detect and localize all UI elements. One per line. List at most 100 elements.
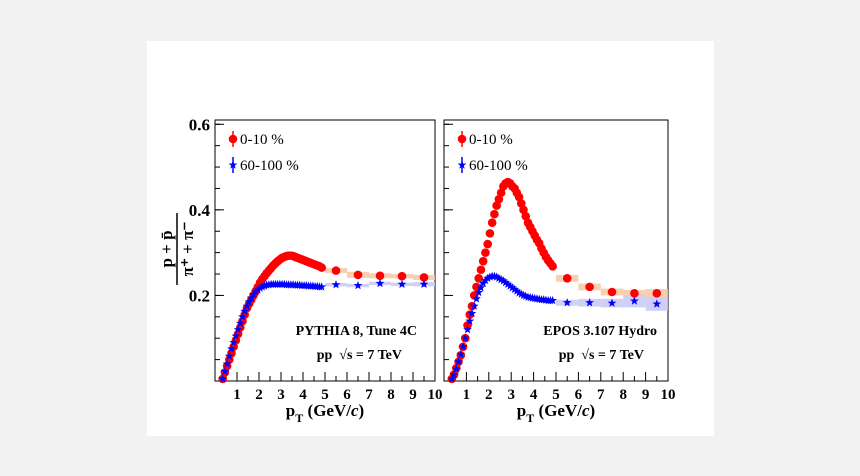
panel-right-point-peripheral — [474, 287, 484, 297]
panel-right-x-axis-label: pT (GeV/c) — [517, 401, 595, 425]
y-axis-label-numerator: p + p̄ — [157, 230, 176, 267]
panel-right-point-central — [485, 229, 495, 238]
panel-left-legend-marker-peripheral — [228, 160, 238, 169]
panel-left-point-central — [317, 263, 326, 272]
panel-left-x-tick-label: 9 — [409, 387, 417, 403]
ratio-plot: p + p̄ π⁺ + π⁻ 0.20.40.6 1 2 3 4 5 6 7 8 9 10 0-1… — [157, 115, 676, 425]
panel-left-annotation-line1: PYTHIA 8, Tune 4C — [296, 324, 417, 339]
panel-left-point-peripheral — [224, 351, 234, 360]
panel-left-x-axis-label: pT (GeV/c) — [286, 401, 364, 425]
panel-right-point-central — [481, 248, 490, 257]
panel-left-point-peripheral — [218, 374, 228, 383]
panel-right: 1 2 3 4 5 6 7 8 9 10 0-10 % 60-100 % EPOS 3.107 Hy… — [443, 119, 676, 425]
panel-left-x-tick-label: 6 — [343, 387, 351, 403]
panel-right-point-peripheral — [516, 289, 526, 298]
panel-right-legend-marker-peripheral — [457, 160, 467, 169]
panel-left-legend-marker-central — [228, 134, 238, 144]
panel-right-x-tick-label: 1 — [463, 387, 471, 403]
panel-right-point-peripheral — [514, 288, 524, 297]
panel-right-point-peripheral — [447, 374, 457, 383]
panel-right-point-central — [487, 218, 497, 227]
panel-right-point-peripheral — [449, 369, 459, 379]
panel-right-point-central — [630, 288, 639, 298]
panel-right-point-peripheral — [467, 308, 477, 318]
panel-left-point-peripheral — [375, 278, 385, 288]
panel-left-x-tick-label: 10 — [428, 387, 443, 403]
panel-left-legend: 0-10 % 60-100 % — [228, 131, 299, 174]
panel-left-point-peripheral — [233, 325, 243, 334]
panel-right-x-tick-label: 8 — [619, 387, 627, 403]
panel-left-point-peripheral — [240, 306, 250, 315]
panel-right-point-peripheral — [512, 286, 522, 295]
panel-right-point-peripheral — [460, 333, 470, 342]
panel-left-y-tick-label: 0.6 — [189, 115, 210, 134]
panel-left-x-ticks: 1 2 3 4 5 6 7 8 9 10 — [225, 372, 443, 403]
panel-left-point-central — [397, 271, 407, 281]
panel-right-point-central — [483, 239, 492, 249]
panel-left-point-peripheral — [317, 282, 327, 291]
panel-right-x-tick-label: 5 — [552, 387, 560, 403]
panel-left-point-central — [375, 271, 385, 281]
panel-right-point-central — [607, 287, 617, 297]
panel-right-point-peripheral — [607, 298, 617, 307]
panel-left-y-tick-label: 0.4 — [189, 201, 211, 220]
panel-right-point-peripheral — [472, 294, 481, 303]
panel-left-y-ticks: 0.2 0.4 0.6 — [189, 115, 224, 361]
panel-left-y-tick-label: 0.2 — [189, 286, 210, 305]
panel-right-point-peripheral — [548, 295, 558, 305]
panel-left-x-tick-label: 3 — [277, 387, 285, 403]
panel-right-point-central — [476, 265, 486, 275]
panel-left-point-peripheral — [242, 301, 252, 310]
panel-right-point-peripheral — [458, 342, 468, 351]
panel-right-point-peripheral — [585, 298, 594, 307]
panel-left-x-tick-label: 2 — [255, 387, 263, 403]
panel-left-point-peripheral — [244, 297, 254, 306]
panel-left-legend-label: 0-10 % — [240, 132, 284, 148]
y-axis-label: p + p̄ π⁺ + π⁻ — [157, 213, 197, 285]
panel-right-point-central — [474, 274, 484, 283]
panel-left-point-peripheral — [251, 287, 261, 296]
panel-right-point-peripheral — [510, 284, 519, 294]
panel-right-x-tick-label: 4 — [530, 387, 538, 403]
panel-right-point-peripheral — [505, 281, 515, 290]
panel-right-point-peripheral — [501, 277, 510, 287]
panel-right-point-central — [585, 282, 594, 292]
panel-right-point-peripheral — [503, 279, 513, 289]
panel-right-point-central — [548, 262, 557, 271]
panel-left-point-peripheral — [231, 331, 241, 340]
panel-left-point-peripheral — [331, 280, 341, 289]
panel-right-point-peripheral — [469, 301, 479, 310]
panel-right-point-peripheral — [562, 298, 572, 307]
panel-right-point-peripheral — [652, 299, 662, 308]
panel-right-point-peripheral — [465, 316, 475, 325]
panel-left-x-tick-label: 1 — [233, 387, 241, 403]
panel-left-legend-label: 60-100 % — [240, 158, 299, 174]
panel-left-point-peripheral — [253, 285, 263, 294]
panel-right-x-tick-label: 10 — [661, 387, 676, 403]
panel-right-x-tick-label: 6 — [575, 387, 583, 403]
panel-left-x-tick-label: 5 — [321, 387, 329, 403]
panel-right-x-tick-label: 9 — [642, 387, 650, 403]
panel-right-point-central — [652, 288, 662, 298]
panel-left-point-central — [331, 266, 341, 275]
panel-right-point-central — [490, 209, 499, 219]
panel-right-point-peripheral — [483, 273, 493, 283]
panel-right-legend-marker-central — [457, 134, 467, 144]
panel-right-point-peripheral — [456, 349, 466, 359]
panel-right-point-peripheral — [485, 272, 495, 281]
panel-left-point-peripheral — [255, 283, 265, 292]
figure: p + p̄ π⁺ + π⁻ 0.2 0.4 0.6 1 2 3 4 5 6 7 8 9 10 0-1… — [147, 41, 714, 436]
panel-left-point-peripheral — [397, 279, 407, 289]
panel-left-x-tick-label: 7 — [365, 387, 373, 403]
panel-right-y-ticks — [444, 123, 453, 361]
panel-right-x-tick-label: 7 — [597, 387, 605, 403]
panel-right-point-peripheral — [498, 276, 508, 285]
panel-left-point-peripheral — [260, 281, 269, 290]
panel-right-point-peripheral — [492, 272, 502, 281]
panel-left-point-peripheral — [220, 366, 230, 376]
panel-left-point-central — [353, 270, 363, 280]
panel-right-legend-label: 60-100 % — [469, 158, 528, 174]
panel-right-point-peripheral — [463, 325, 472, 334]
panel-left-point-peripheral — [353, 280, 363, 290]
panel-right-point-central — [562, 274, 572, 283]
